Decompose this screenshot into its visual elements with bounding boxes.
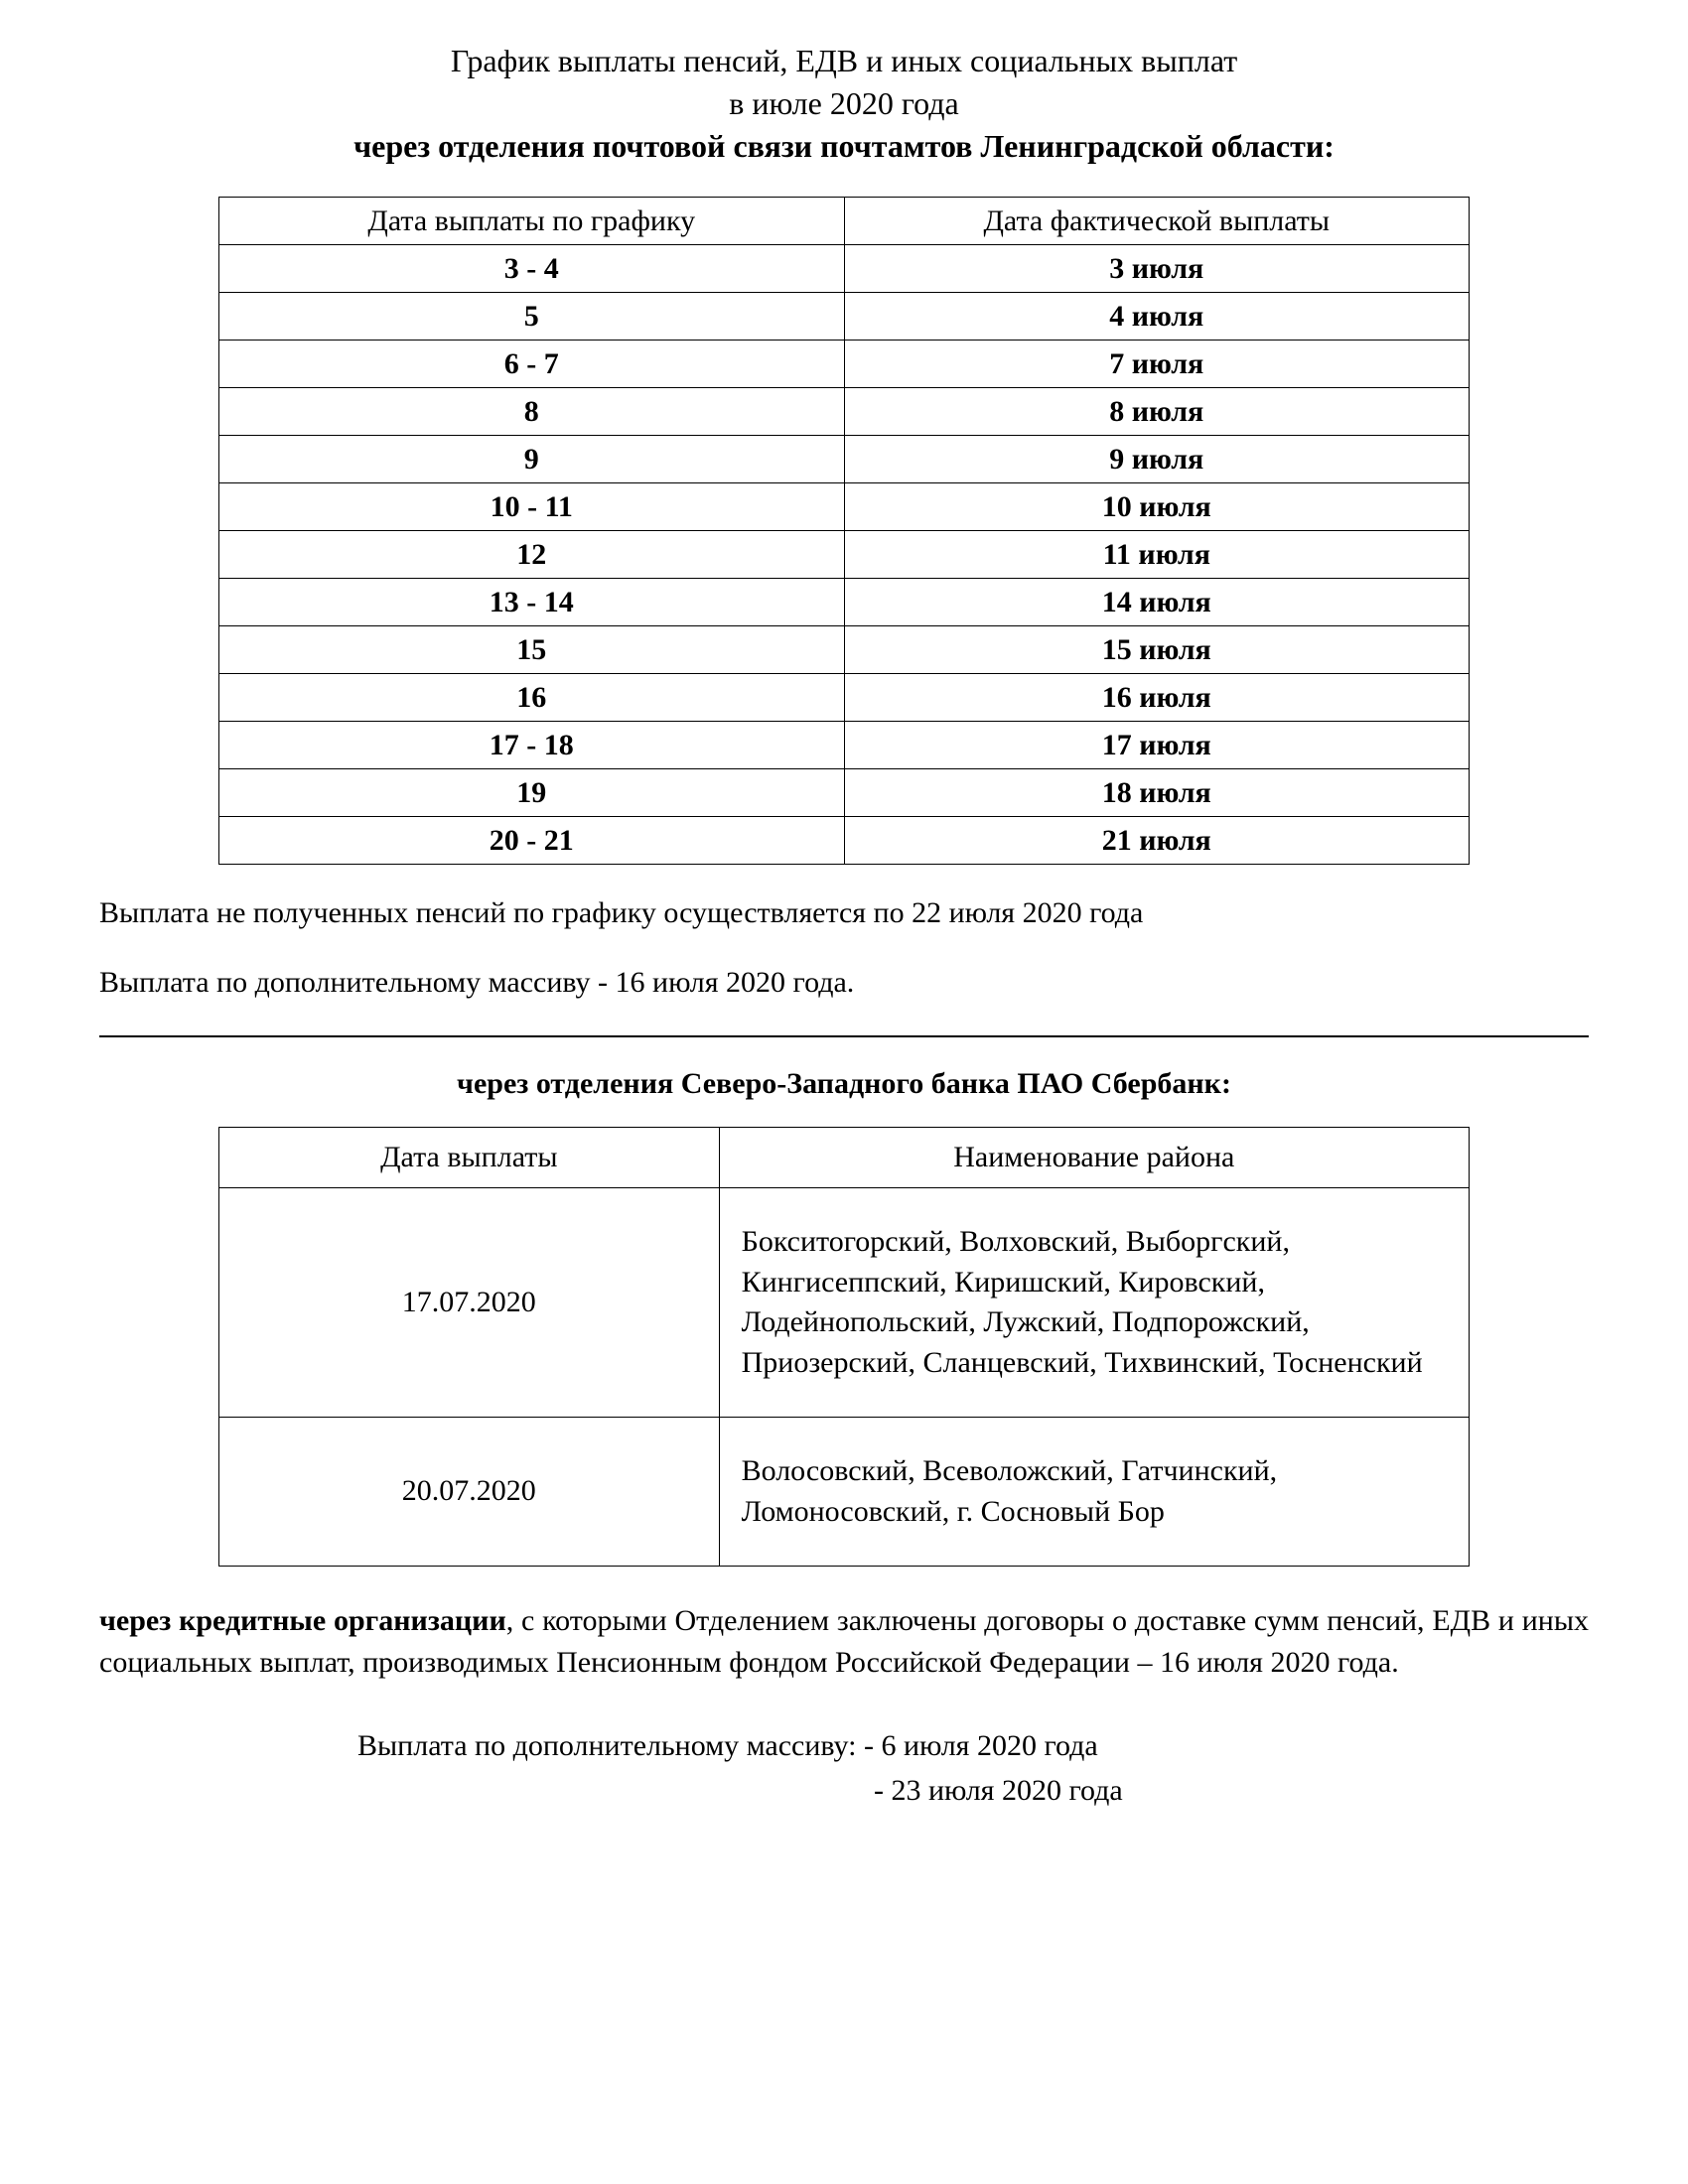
title-line-2: в июле 2020 года xyxy=(99,82,1589,125)
table-row: 1211 июля xyxy=(219,530,1470,578)
table-row: 13 - 1414 июля xyxy=(219,578,1470,625)
table-row: 1616 июля xyxy=(219,673,1470,721)
note-1: Выплата не полученных пенсий по графику … xyxy=(99,892,1589,934)
bank-col-0: Дата выплаты xyxy=(219,1127,720,1188)
schedule-date: 6 - 7 xyxy=(219,340,845,387)
actual-date: 17 июля xyxy=(844,721,1470,768)
schedule-date: 15 xyxy=(219,625,845,673)
title-line-1: График выплаты пенсий, ЕДВ и иных социал… xyxy=(99,40,1589,82)
schedule-date: 10 - 11 xyxy=(219,482,845,530)
schedule-date: 13 - 14 xyxy=(219,578,845,625)
table-row: 99 июля xyxy=(219,435,1470,482)
bank-region: Волосовский, Всеволожский, Гатчинский, Л… xyxy=(719,1418,1469,1567)
actual-date: 21 июля xyxy=(844,816,1470,864)
table-row: 54 июля xyxy=(219,292,1470,340)
table-row: 10 - 1110 июля xyxy=(219,482,1470,530)
actual-date: 11 июля xyxy=(844,530,1470,578)
actual-date: 8 июля xyxy=(844,387,1470,435)
schedule-table: Дата выплаты по графику Дата фактической… xyxy=(218,197,1470,865)
credit-lead: через кредитные организации xyxy=(99,1604,506,1637)
schedule-date: 16 xyxy=(219,673,845,721)
note-2: Выплата по дополнительному массиву - 16 … xyxy=(99,962,1589,1004)
document-page: График выплаты пенсий, ЕДВ и иных социал… xyxy=(0,0,1688,2184)
actual-date: 3 июля xyxy=(844,244,1470,292)
bank-region: Бокситогорский, Волховский, Выборгский, … xyxy=(719,1188,1469,1418)
extra-line-2: - 23 июля 2020 года xyxy=(99,1768,1589,1813)
extra-line-1: Выплата по дополнительному массиву: - 6 … xyxy=(99,1723,1589,1768)
actual-date: 10 июля xyxy=(844,482,1470,530)
bank-col-1: Наименование района xyxy=(719,1127,1469,1188)
bank-header: через отделения Северо-Западного банка П… xyxy=(99,1067,1589,1101)
schedule-date: 8 xyxy=(219,387,845,435)
table-row: 1515 июля xyxy=(219,625,1470,673)
actual-date: 4 июля xyxy=(844,292,1470,340)
extra-payment-block: Выплата по дополнительному массиву: - 6 … xyxy=(99,1723,1589,1813)
table-row: 1918 июля xyxy=(219,768,1470,816)
title-line-3: через отделения почтовой связи почтамтов… xyxy=(99,125,1589,168)
table-row: 88 июля xyxy=(219,387,1470,435)
schedule-date: 19 xyxy=(219,768,845,816)
title-block: График выплаты пенсий, ЕДВ и иных социал… xyxy=(99,40,1589,169)
schedule-date: 3 - 4 xyxy=(219,244,845,292)
table-row: 6 - 77 июля xyxy=(219,340,1470,387)
actual-date: 18 июля xyxy=(844,768,1470,816)
actual-date: 7 июля xyxy=(844,340,1470,387)
actual-date: 15 июля xyxy=(844,625,1470,673)
table-row: 20 - 2121 июля xyxy=(219,816,1470,864)
schedule-date: 5 xyxy=(219,292,845,340)
schedule-date: 12 xyxy=(219,530,845,578)
table-row: 20.07.2020 Волосовский, Всеволожский, Га… xyxy=(219,1418,1470,1567)
actual-date: 14 июля xyxy=(844,578,1470,625)
schedule-date: 9 xyxy=(219,435,845,482)
schedule-col-0: Дата выплаты по графику xyxy=(219,197,845,244)
table-row: 17.07.2020 Бокситогорский, Волховский, В… xyxy=(219,1188,1470,1418)
separator-line xyxy=(99,1035,1589,1037)
bank-date: 17.07.2020 xyxy=(219,1188,720,1418)
table-row: 17 - 1817 июля xyxy=(219,721,1470,768)
credit-paragraph: через кредитные организации, с которыми … xyxy=(99,1600,1589,1684)
schedule-date: 20 - 21 xyxy=(219,816,845,864)
actual-date: 16 июля xyxy=(844,673,1470,721)
schedule-header-row: Дата выплаты по графику Дата фактической… xyxy=(219,197,1470,244)
bank-table: Дата выплаты Наименование района 17.07.2… xyxy=(218,1127,1470,1568)
actual-date: 9 июля xyxy=(844,435,1470,482)
schedule-date: 17 - 18 xyxy=(219,721,845,768)
table-row: 3 - 43 июля xyxy=(219,244,1470,292)
bank-header-row: Дата выплаты Наименование района xyxy=(219,1127,1470,1188)
bank-date: 20.07.2020 xyxy=(219,1418,720,1567)
schedule-col-1: Дата фактической выплаты xyxy=(844,197,1470,244)
